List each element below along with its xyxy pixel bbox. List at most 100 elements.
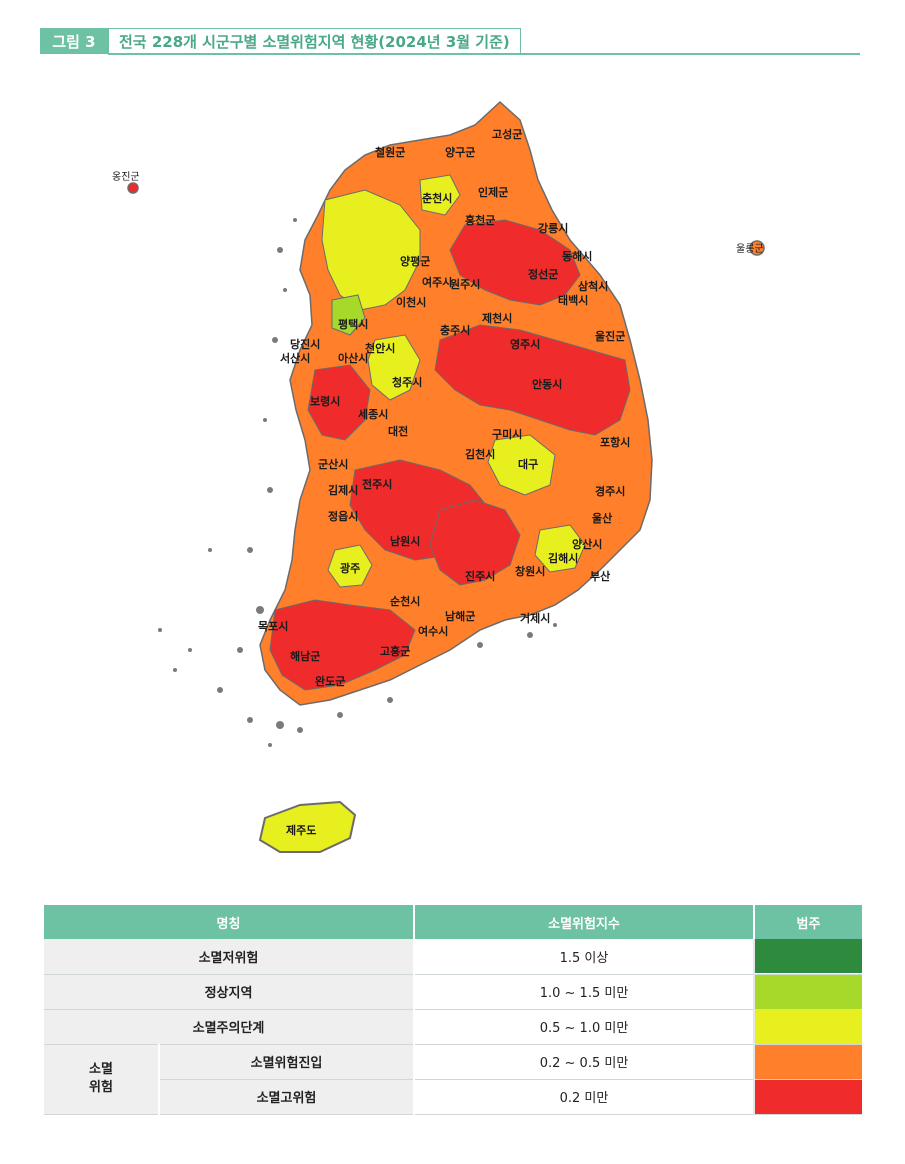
label-yeoju: 여주시 bbox=[422, 275, 452, 289]
ongjin-island bbox=[127, 182, 139, 194]
legend-row-index: 0.5 ~ 1.0 미만 bbox=[414, 1009, 755, 1045]
label-chuncheon: 춘천시 bbox=[422, 191, 452, 205]
swatch-high bbox=[755, 1079, 862, 1114]
region-high-jeonnam bbox=[269, 599, 416, 691]
region-caution-chungbuk bbox=[367, 334, 421, 401]
label-cheonan: 천안시 bbox=[365, 341, 395, 355]
region-high-gangwon bbox=[449, 219, 581, 306]
swatch-very-low bbox=[755, 939, 862, 974]
legend-row-index: 1.0 ~ 1.5 미만 bbox=[414, 974, 755, 1010]
legend-row-name: 소멸저위험 bbox=[44, 939, 415, 975]
legend-row-name: 소멸고위험 bbox=[159, 1079, 415, 1115]
legend-header-category: 범주 bbox=[754, 905, 862, 939]
label-yeosu: 여수시 bbox=[418, 624, 448, 638]
figure-header: 그림 3 전국 228개 시군구별 소멸위험지역 현황(2024년 3월 기준) bbox=[40, 28, 860, 56]
label-pohang: 포항시 bbox=[600, 435, 630, 449]
label-jeju: 제주도 bbox=[286, 823, 316, 837]
region-caution-gyeonggi bbox=[321, 189, 421, 311]
ulleung-island bbox=[749, 240, 765, 256]
label-jeongseon: 정선군 bbox=[528, 267, 558, 281]
legend-row: 소멸저위험 1.5 이상 bbox=[44, 939, 862, 975]
label-cheongju: 청주시 bbox=[392, 375, 422, 389]
legend-table: 명칭 소멸위험지수 범주 소멸저위험 1.5 이상 정상지역 1.0 ~ 1.5… bbox=[44, 905, 862, 1115]
label-busan: 부산 bbox=[590, 569, 610, 583]
label-yeongju: 영주시 bbox=[510, 338, 540, 351]
label-mokpo: 목포시 bbox=[258, 620, 288, 633]
label-goseong: 고성군 bbox=[492, 127, 522, 141]
legend-row-name: 소멸주의단계 bbox=[44, 1009, 415, 1045]
label-jeongeup: 정읍시 bbox=[328, 509, 358, 523]
legend-row: 소멸 위험 소멸위험진입 0.2 ~ 0.5 미만 bbox=[44, 1044, 862, 1115]
label-uljin: 울진군 bbox=[595, 329, 625, 343]
legend-group-label: 소멸 위험 bbox=[44, 1044, 160, 1115]
label-jinju: 진주시 bbox=[465, 569, 495, 583]
region-high-gyeongbuk bbox=[434, 324, 631, 436]
region-caution-gwangju bbox=[327, 544, 373, 588]
label-haenam: 해남군 bbox=[290, 649, 320, 663]
region-high-chungnam bbox=[307, 364, 371, 441]
legend-header-row: 명칭 소멸위험지수 범주 bbox=[44, 905, 862, 939]
legend-row-index: 0.2 미만 bbox=[414, 1079, 755, 1115]
label-gyeongju: 경주시 bbox=[595, 484, 625, 498]
label-gumi: 구미시 bbox=[492, 427, 522, 441]
label-cheorwon: 철원군 bbox=[375, 145, 405, 159]
label-suncheon: 순천시 bbox=[390, 594, 420, 608]
jeju-island bbox=[258, 800, 357, 853]
label-jeonju: 전주시 bbox=[362, 477, 392, 491]
label-yanggu: 양구군 bbox=[445, 145, 475, 159]
label-goheung: 고흥군 bbox=[380, 644, 410, 658]
label-jecheon: 제천시 bbox=[482, 311, 512, 325]
label-sejong: 세종시 bbox=[358, 407, 388, 421]
label-wonju: 원주시 bbox=[450, 277, 480, 291]
swatch-entry bbox=[755, 1044, 862, 1079]
label-gwangju: 광주 bbox=[340, 562, 360, 575]
label-gangneung: 강릉시 bbox=[538, 221, 568, 235]
legend-row: 정상지역 1.0 ~ 1.5 미만 bbox=[44, 974, 862, 1010]
label-samcheok: 삼척시 bbox=[578, 279, 608, 293]
legend-row-name: 정상지역 bbox=[44, 974, 415, 1010]
label-gimcheon: 김천시 bbox=[465, 447, 495, 461]
legend-row-swatch bbox=[754, 1079, 862, 1115]
label-wando: 완도군 bbox=[315, 675, 345, 688]
region-caution-daegu bbox=[487, 434, 556, 496]
legend-row-swatch bbox=[754, 939, 862, 975]
legend-row-index: 1.5 이상 bbox=[414, 939, 755, 975]
region-caution-chuncheon bbox=[419, 174, 461, 216]
legend-row: 소멸고위험 0.2 미만 bbox=[44, 1079, 862, 1115]
label-daegu: 대구 bbox=[518, 457, 538, 471]
label-ongjin: 옹진군 bbox=[112, 171, 140, 183]
label-gimhae: 김해시 bbox=[548, 551, 578, 565]
label-namhae: 남해군 bbox=[445, 609, 475, 623]
label-seosan: 서산시 bbox=[280, 351, 310, 365]
label-pyeongtaek: 평택시 bbox=[338, 317, 368, 331]
region-high-gyeongnam bbox=[429, 499, 521, 586]
label-dangjin: 당진시 bbox=[290, 337, 320, 351]
label-boryeong: 보령시 bbox=[310, 395, 340, 408]
label-gunsan: 군산시 bbox=[318, 457, 348, 471]
label-yangsan: 양산시 bbox=[572, 537, 602, 551]
label-gimje: 김제시 bbox=[328, 483, 358, 497]
figure-number: 그림 3 bbox=[40, 28, 108, 54]
legend-row-swatch bbox=[754, 1009, 862, 1045]
legend-row-swatch bbox=[754, 974, 862, 1010]
header-rule bbox=[108, 53, 860, 55]
label-ulsan: 울산 bbox=[592, 511, 612, 525]
label-donghae: 동해시 bbox=[562, 249, 592, 263]
label-yangpyeong: 양평군 bbox=[400, 254, 430, 268]
label-inje: 인제군 bbox=[478, 185, 508, 199]
label-andong: 안동시 bbox=[532, 377, 562, 391]
legend-row-swatch bbox=[754, 1044, 862, 1080]
korea-map: 옹진군 울릉군 제주도 철원군 양구군 고성군 인제군 춘천시 홍천군 강릉시 … bbox=[100, 90, 860, 870]
label-ulleung: 울릉군 bbox=[736, 243, 764, 255]
figure-title: 전국 228개 시군구별 소멸위험지역 현황(2024년 3월 기준) bbox=[108, 28, 521, 54]
swatch-caution bbox=[755, 1009, 862, 1044]
legend-header-name: 명칭 bbox=[44, 905, 415, 939]
label-changwon: 창원시 bbox=[515, 564, 545, 578]
legend-header-index: 소멸위험지수 bbox=[414, 905, 755, 939]
legend-row: 소멸주의단계 0.5 ~ 1.0 미만 bbox=[44, 1009, 862, 1045]
legend-row-index: 0.2 ~ 0.5 미만 bbox=[414, 1044, 755, 1080]
label-namwon: 남원시 bbox=[390, 534, 420, 548]
label-daejeon: 대전 bbox=[388, 424, 408, 438]
region-normal-hwaseong bbox=[331, 294, 366, 336]
label-hongcheon: 홍천군 bbox=[465, 213, 495, 227]
